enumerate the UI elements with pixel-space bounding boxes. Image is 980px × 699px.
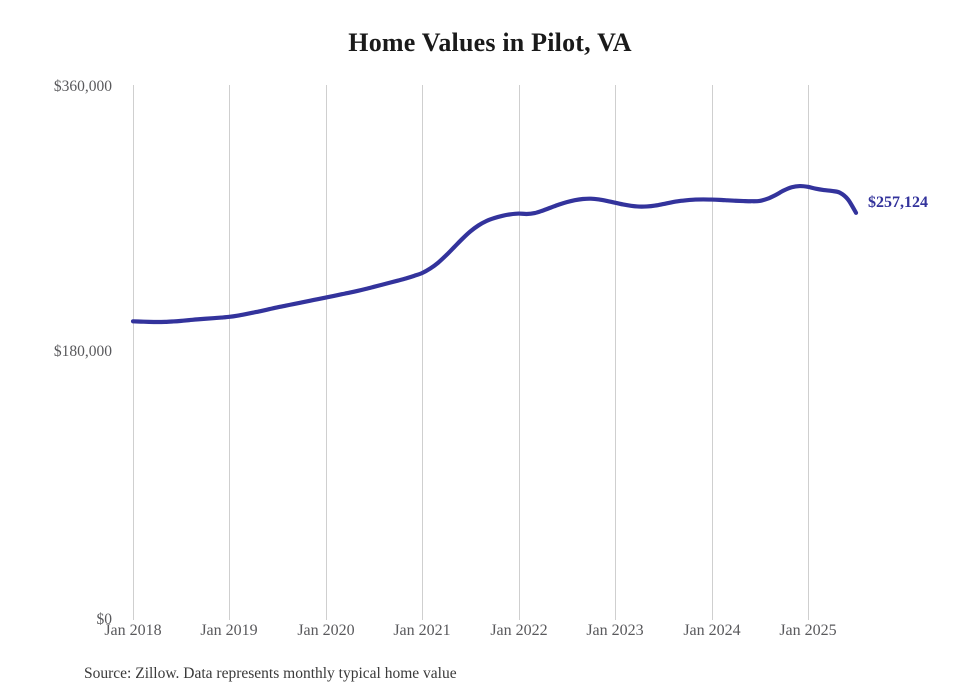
gridline-jan-2022 — [519, 85, 520, 620]
series-line-typical-home-value — [130, 183, 859, 325]
source-note: Source: Zillow. Data represents monthly … — [84, 665, 457, 682]
gridline-jan-2025 — [808, 85, 809, 620]
x-tick-label-jan-2018: Jan 2018 — [104, 622, 162, 639]
gridline-jan-2024 — [712, 85, 713, 620]
y-axis: $360,000 $180,000 $0 — [0, 0, 112, 699]
gridline-jan-2019 — [229, 85, 230, 620]
y-tick-label-180000: $180,000 — [53, 343, 112, 360]
x-tick-label-jan-2020: Jan 2020 — [297, 622, 355, 639]
chart-title: Home Values in Pilot, VA — [348, 28, 632, 57]
y-tick-label-0: $0 — [96, 611, 113, 628]
gridline-jan-2020 — [326, 85, 327, 620]
x-tick-label-jan-2024: Jan 2024 — [683, 622, 741, 639]
gridline-jan-2023 — [615, 85, 616, 620]
x-tick-label-jan-2023: Jan 2023 — [586, 622, 644, 639]
y-tick-label-360000: $360,000 — [53, 78, 112, 95]
x-tick-label-jan-2021: Jan 2021 — [393, 622, 451, 639]
x-tick-label-jan-2019: Jan 2019 — [200, 622, 258, 639]
gridline-jan-2018 — [133, 85, 134, 620]
gridline-jan-2021 — [422, 85, 423, 620]
end-value-label: $257,124 — [868, 193, 928, 211]
x-tick-label-jan-2022: Jan 2022 — [490, 622, 548, 639]
x-tick-label-jan-2025: Jan 2025 — [779, 622, 837, 639]
